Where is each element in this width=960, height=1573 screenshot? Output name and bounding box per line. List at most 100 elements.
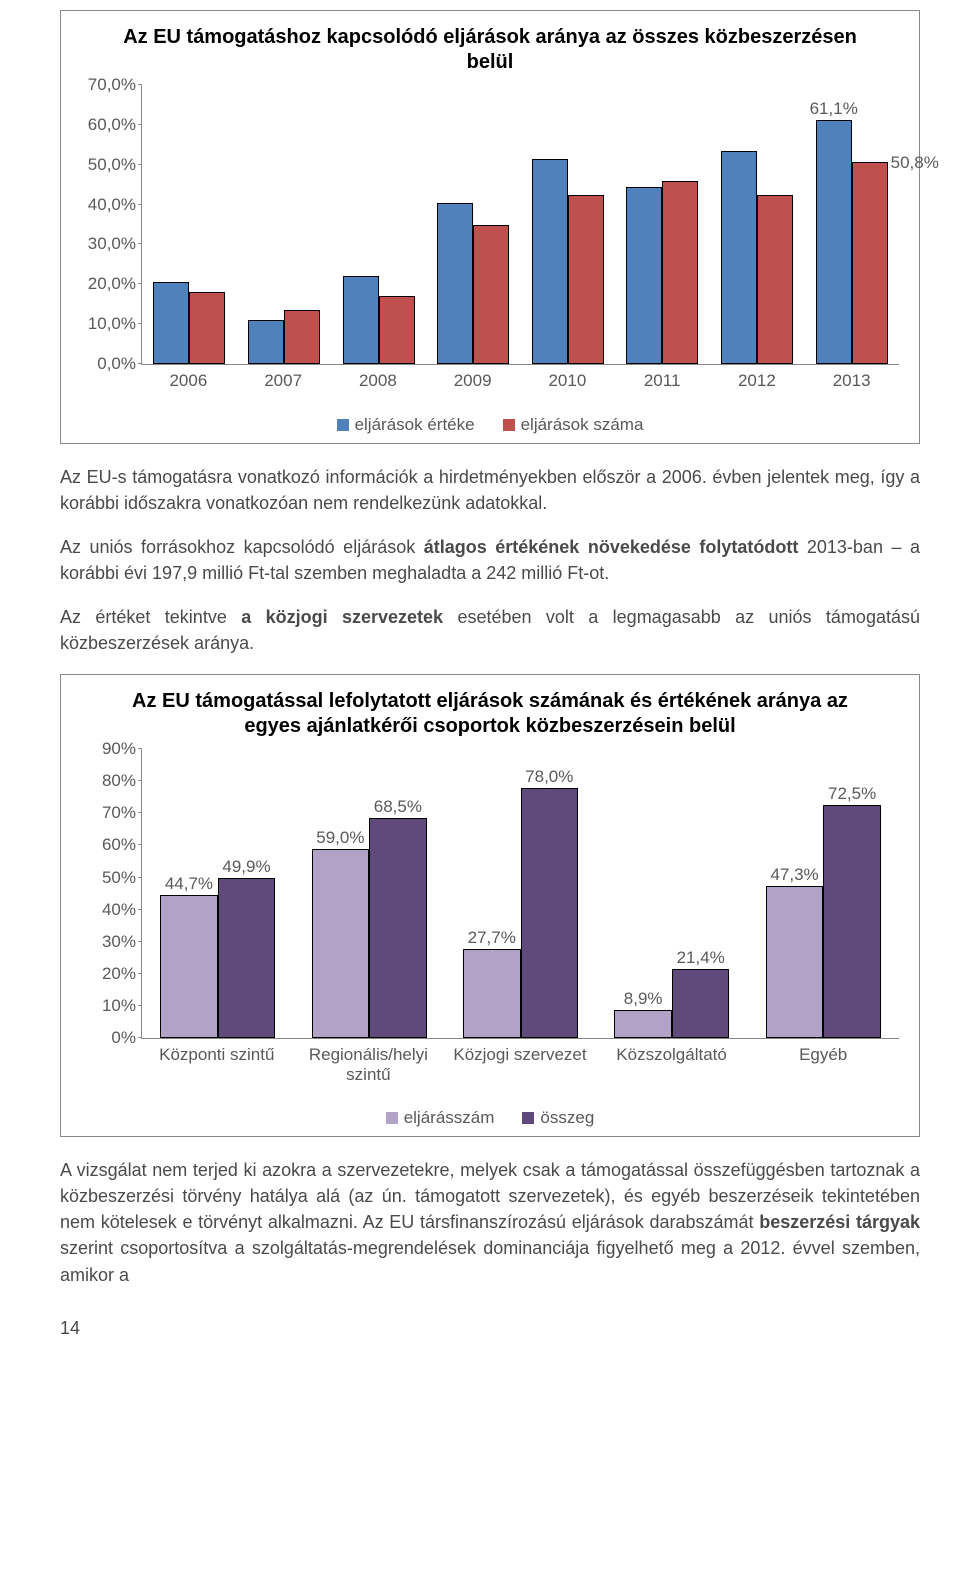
x-tick-label: Közjogi szervezet [444, 1039, 596, 1084]
bar: 72,5% [823, 805, 881, 1038]
bar: 68,5% [369, 818, 427, 1038]
bar-group [710, 85, 805, 364]
bar-group: 61,1%50,8% [804, 85, 899, 364]
x-tick-label: 2011 [615, 365, 710, 391]
bar-value-label: 44,7% [165, 874, 213, 894]
bar-value-label: 49,9% [222, 857, 270, 877]
x-tick-label: Központi szintű [141, 1039, 293, 1084]
bar-group [237, 85, 332, 364]
legend-item: eljárások száma [503, 415, 644, 435]
bar [379, 296, 415, 364]
chart1-xlabels: 20062007200820092010201120122013 [141, 365, 899, 391]
bar-value-label: 68,5% [374, 797, 422, 817]
y-tick-label: 40% [72, 900, 136, 920]
chart1-legend: eljárások értéke eljárások száma [71, 409, 909, 437]
bar-group: 44,7%49,9% [142, 749, 293, 1038]
legend-item: összeg [522, 1108, 594, 1128]
y-tick-label: 70,0% [72, 75, 136, 95]
bar [284, 310, 320, 364]
bar-value-label: 61,1% [810, 99, 858, 119]
bar [153, 282, 189, 364]
chart2-title: Az EU támogatással lefolytatott eljáráso… [101, 689, 879, 739]
bar [248, 320, 284, 364]
bar-value-label: 27,7% [468, 928, 516, 948]
y-tick-label: 70% [72, 803, 136, 823]
bar-group [615, 85, 710, 364]
y-tick-label: 0% [72, 1028, 136, 1048]
x-tick-label: Közszolgáltató [596, 1039, 748, 1084]
bar-group: 27,7%78,0% [445, 749, 596, 1038]
para-avg-value: Az uniós forrásokhoz kapcsolódó eljáráso… [60, 534, 920, 586]
y-tick-label: 30,0% [72, 234, 136, 254]
bar [568, 195, 604, 364]
legend-label: eljárásszám [404, 1108, 495, 1128]
y-tick-label: 50% [72, 868, 136, 888]
text: Az értéket tekintve [60, 607, 241, 627]
bar: 49,9% [218, 878, 276, 1038]
bar-group [142, 85, 237, 364]
y-tick-label: 80% [72, 771, 136, 791]
page-number: 14 [60, 1318, 920, 1339]
bar-value-label: 50,8% [891, 153, 939, 173]
text: szerint csoportosítva a szolgáltatás-meg… [60, 1238, 920, 1284]
y-tick-label: 10,0% [72, 314, 136, 334]
bar: 8,9% [614, 1010, 672, 1039]
bar: 59,0% [312, 849, 370, 1038]
para-public-bodies: Az értéket tekintve a közjogi szervezete… [60, 604, 920, 656]
x-tick-label: 2006 [141, 365, 236, 391]
bar [473, 225, 509, 365]
bar-value-label: 59,0% [316, 828, 364, 848]
legend-item: eljárások értéke [337, 415, 475, 435]
bar [437, 203, 473, 364]
bar-group [331, 85, 426, 364]
bar-value-label: 78,0% [525, 767, 573, 787]
chart2-legend: eljárásszám összeg [71, 1102, 909, 1130]
legend-swatch [503, 419, 515, 431]
bar [532, 159, 568, 364]
bar-value-label: 47,3% [770, 865, 818, 885]
bar-group: 47,3%72,5% [748, 749, 899, 1038]
x-tick-label: 2009 [425, 365, 520, 391]
y-tick-label: 20% [72, 964, 136, 984]
bold-text: a közjogi szervezetek [241, 607, 443, 627]
bar-value-label: 8,9% [624, 989, 663, 1009]
bar: 61,1% [816, 120, 852, 364]
bar-value-label: 21,4% [677, 948, 725, 968]
bar [189, 292, 225, 364]
bar: 78,0% [521, 788, 579, 1038]
y-tick-label: 30% [72, 932, 136, 952]
x-tick-label: 2010 [520, 365, 615, 391]
y-tick-label: 10% [72, 996, 136, 1016]
x-tick-label: 2007 [236, 365, 331, 391]
bar: 21,4% [672, 969, 730, 1038]
legend-label: összeg [540, 1108, 594, 1128]
x-tick-label: Regionális/helyi szintű [293, 1039, 445, 1084]
y-tick-label: 50,0% [72, 155, 136, 175]
y-tick-label: 90% [72, 739, 136, 759]
legend-swatch [386, 1112, 398, 1124]
y-tick-label: 0,0% [72, 354, 136, 374]
bar [343, 276, 379, 364]
text: Az uniós forrásokhoz kapcsolódó eljáráso… [60, 537, 424, 557]
chart-eu-procedures-ratio: Az EU támogatáshoz kapcsolódó eljárások … [60, 10, 920, 444]
chart2-plot: 0%10%20%30%40%50%60%70%80%90%44,7%49,9%5… [141, 749, 899, 1039]
bar-value-label: 72,5% [828, 784, 876, 804]
legend-swatch [337, 419, 349, 431]
x-tick-label: Egyéb [747, 1039, 899, 1084]
bold-text: beszerzési tárgyak [759, 1212, 920, 1232]
bar [662, 181, 698, 364]
legend-label: eljárások értéke [355, 415, 475, 435]
y-tick-label: 40,0% [72, 195, 136, 215]
chart-eu-by-group: Az EU támogatással lefolytatott eljáráso… [60, 674, 920, 1137]
x-tick-label: 2012 [710, 365, 805, 391]
bar-group [426, 85, 521, 364]
y-tick-label: 60,0% [72, 115, 136, 135]
bar: 27,7% [463, 949, 521, 1038]
legend-swatch [522, 1112, 534, 1124]
legend-label: eljárások száma [521, 415, 644, 435]
chart2-xlabels: Központi szintűRegionális/helyi szintűKö… [141, 1039, 899, 1084]
y-tick-label: 60% [72, 835, 136, 855]
para-intro: Az EU-s támogatásra vonatkozó információ… [60, 464, 920, 516]
y-tick-label: 20,0% [72, 274, 136, 294]
bar [626, 187, 662, 364]
